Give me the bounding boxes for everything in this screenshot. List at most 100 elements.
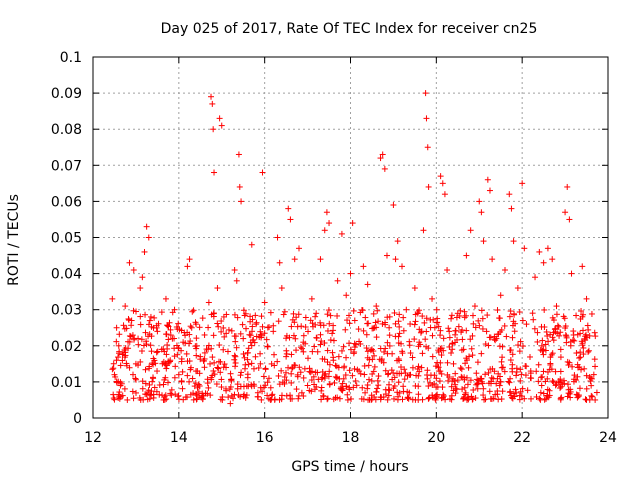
data-point xyxy=(186,340,193,347)
data-point xyxy=(171,374,178,381)
data-point xyxy=(473,370,480,377)
data-point xyxy=(321,339,328,346)
x-tick-label: 22 xyxy=(513,430,531,446)
data-point xyxy=(521,395,528,402)
data-point xyxy=(403,306,410,313)
data-point xyxy=(293,347,300,354)
data-point xyxy=(563,333,570,340)
data-point xyxy=(207,392,214,399)
data-point xyxy=(411,285,418,292)
data-point xyxy=(370,368,377,375)
data-point xyxy=(364,385,371,392)
data-point xyxy=(259,323,266,330)
data-point xyxy=(476,322,483,329)
data-point xyxy=(367,347,374,354)
data-point xyxy=(583,396,590,403)
data-point xyxy=(528,375,535,382)
data-point xyxy=(556,379,563,386)
data-point xyxy=(374,307,381,314)
data-point xyxy=(508,205,515,212)
data-point xyxy=(351,317,358,324)
data-point xyxy=(188,364,195,371)
data-point xyxy=(522,363,529,370)
data-point xyxy=(218,384,225,391)
data-point xyxy=(267,309,274,316)
data-point xyxy=(373,334,380,341)
data-point xyxy=(383,252,390,259)
data-point xyxy=(478,350,485,357)
data-point xyxy=(436,378,443,385)
data-point xyxy=(158,346,165,353)
data-point xyxy=(154,368,161,375)
data-point xyxy=(390,395,397,402)
data-point xyxy=(250,365,257,372)
data-point xyxy=(179,368,186,375)
data-point xyxy=(314,348,321,355)
data-point xyxy=(406,371,413,378)
data-point xyxy=(386,332,393,339)
data-point xyxy=(539,337,546,344)
data-point xyxy=(228,392,235,399)
data-point xyxy=(221,333,228,340)
data-point xyxy=(498,396,505,403)
data-point xyxy=(521,245,528,252)
data-point xyxy=(415,363,422,370)
data-point xyxy=(140,342,147,349)
data-point xyxy=(240,335,247,342)
data-point xyxy=(516,309,523,316)
data-point xyxy=(574,394,581,401)
data-point xyxy=(386,324,393,331)
data-point xyxy=(357,340,364,347)
data-point xyxy=(576,385,583,392)
data-point xyxy=(394,389,401,396)
data-point xyxy=(317,256,324,263)
data-point xyxy=(160,381,167,388)
data-point xyxy=(531,325,538,332)
data-point xyxy=(309,348,316,355)
data-point xyxy=(386,342,393,349)
data-point xyxy=(461,374,468,381)
data-point xyxy=(298,389,305,396)
data-point xyxy=(564,183,571,190)
data-point xyxy=(147,313,154,320)
data-point xyxy=(326,220,333,227)
data-point xyxy=(562,209,569,216)
data-point xyxy=(469,312,476,319)
data-point xyxy=(517,338,524,345)
x-tick-label: 12 xyxy=(84,430,102,446)
data-point xyxy=(499,388,506,395)
data-point xyxy=(240,350,247,357)
data-point xyxy=(591,329,598,336)
data-point xyxy=(144,390,151,397)
data-point xyxy=(295,395,302,402)
data-point xyxy=(235,151,242,158)
data-point xyxy=(432,363,439,370)
data-point xyxy=(145,387,152,394)
data-point xyxy=(400,383,407,390)
y-tick-label: 0.09 xyxy=(51,86,82,102)
data-point xyxy=(560,313,567,320)
data-point xyxy=(233,344,240,351)
data-point xyxy=(555,323,562,330)
data-point xyxy=(310,373,317,380)
data-point xyxy=(557,354,564,361)
data-point xyxy=(326,320,333,327)
data-point xyxy=(278,285,285,292)
data-point xyxy=(588,382,595,389)
data-point xyxy=(483,328,490,335)
data-point xyxy=(342,372,349,379)
data-point xyxy=(193,342,200,349)
data-point xyxy=(220,324,227,331)
data-point xyxy=(153,322,160,329)
data-point xyxy=(544,392,551,399)
data-point xyxy=(486,388,493,395)
data-point xyxy=(150,361,157,368)
data-point xyxy=(196,324,203,331)
data-point xyxy=(505,378,512,385)
data-point xyxy=(540,346,547,353)
data-point xyxy=(553,311,560,318)
data-point xyxy=(252,312,259,319)
data-point xyxy=(288,379,295,386)
data-point xyxy=(460,395,467,402)
data-point xyxy=(137,285,144,292)
